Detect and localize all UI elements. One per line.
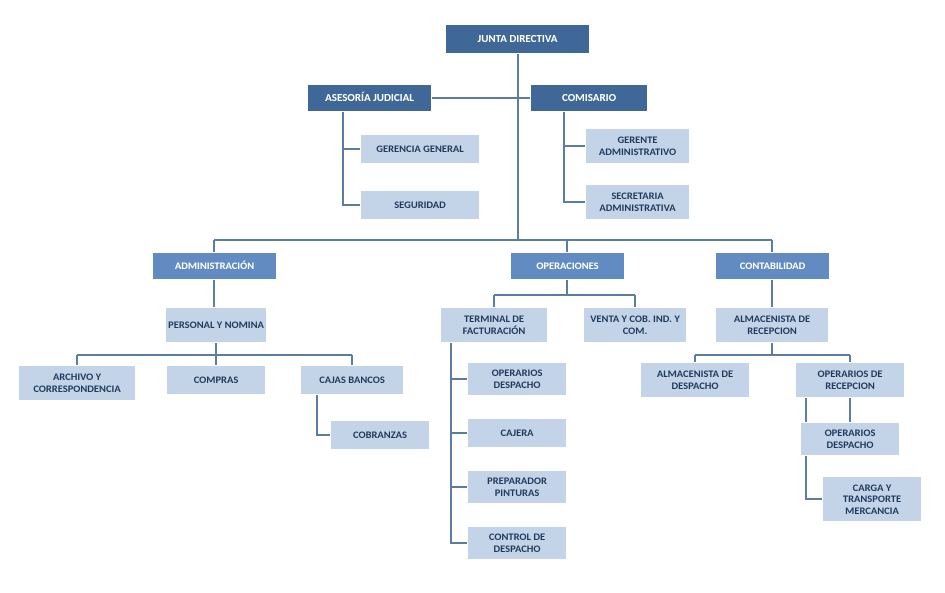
node-venta-cob: VENTA Y COB. IND. Y COM. (583, 307, 687, 343)
node-control-despacho: CONTROL DE DESPACHO (467, 526, 567, 560)
node-operarios-despacho-2: OPERARIOS DESPACHO (800, 422, 900, 456)
node-cajera: CAJERA (467, 418, 567, 448)
node-seguridad: SEGURIDAD (360, 190, 480, 220)
connector-layer (0, 0, 945, 593)
node-cobranzas: COBRANZAS (330, 420, 430, 450)
node-terminal-facturacion: TERMINAL DE FACTURACIÓN (440, 307, 548, 343)
node-compras: COMPRAS (166, 365, 266, 395)
node-secretaria-admin: SECRETARIA ADMINISTRATIVA (585, 184, 690, 220)
node-almacenista-recepcion: ALMACENISTA DE RECEPCION (715, 307, 829, 343)
node-operarios-recepcion: OPERARIOS DE RECEPCION (795, 362, 905, 398)
node-personal-nomina: PERSONAL Y NOMINA (165, 307, 267, 343)
node-operaciones: OPERACIONES (510, 252, 625, 280)
node-preparador-pinturas: PREPARADOR PINTURAS (467, 470, 567, 504)
node-gerencia-general: GERENCIA GENERAL (360, 134, 480, 164)
node-operarios-despacho: OPERARIOS DESPACHO (467, 362, 567, 396)
node-archivo-corresp: ARCHIVO Y CORRESPONDENCIA (18, 365, 136, 401)
node-comisario: COMISARIO (530, 84, 648, 112)
node-almacenista-despacho: ALMACENISTA DE DESPACHO (640, 362, 750, 398)
node-cajas-bancos: CAJAS BANCOS (300, 365, 404, 395)
node-carga-transporte: CARGA Y TRANSPORTE MERCANCIA (822, 476, 922, 522)
node-junta-directiva: JUNTA DIRECTIVA (445, 24, 590, 54)
node-gerente-admin: GERENTE ADMINISTRATIVO (585, 128, 690, 164)
node-contabilidad: CONTABILIDAD (715, 252, 830, 280)
node-administracion: ADMINISTRACIÓN (152, 252, 277, 280)
node-asesoria-judicial: ASESORÍA JUDICIAL (307, 84, 432, 112)
